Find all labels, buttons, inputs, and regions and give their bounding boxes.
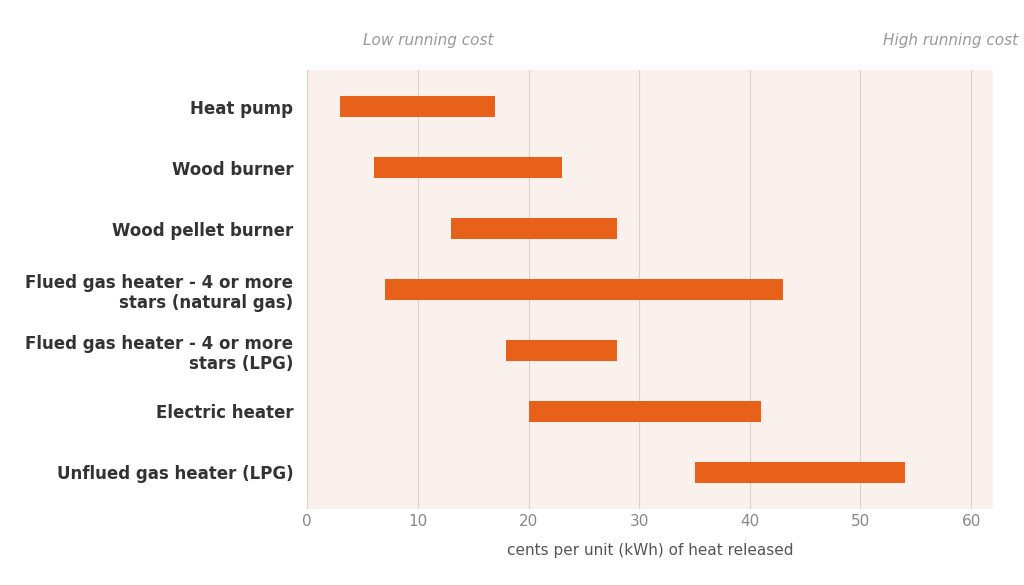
Bar — [451, 218, 617, 239]
Text: High running cost: High running cost — [883, 33, 1018, 49]
Bar — [528, 401, 761, 422]
Bar — [340, 96, 496, 118]
Bar — [507, 340, 617, 361]
Bar — [374, 157, 562, 178]
Text: Low running cost: Low running cost — [362, 33, 493, 49]
Bar — [385, 279, 783, 300]
Bar — [694, 462, 905, 483]
X-axis label: cents per unit (kWh) of heat released: cents per unit (kWh) of heat released — [507, 543, 794, 558]
